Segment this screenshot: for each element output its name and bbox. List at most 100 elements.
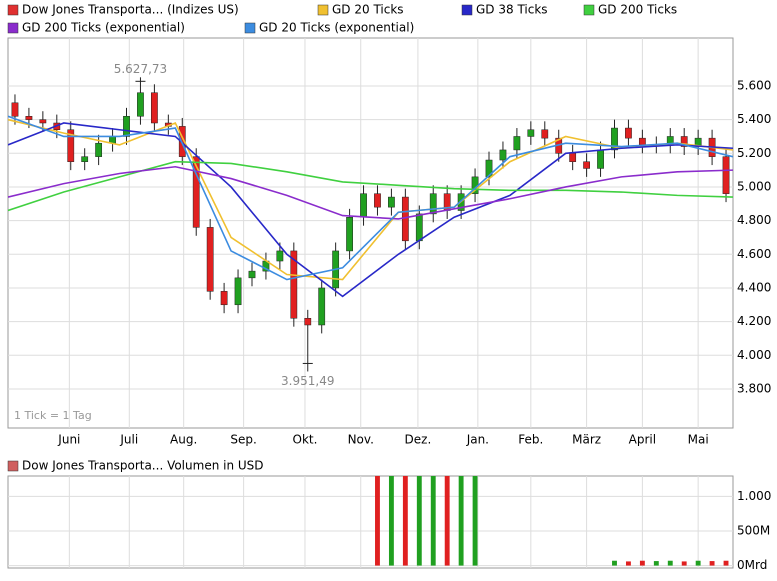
legend-label: GD 200 Ticks (598, 3, 677, 17)
volume-bar (430, 476, 436, 566)
x-tick-label: Juni (57, 433, 80, 447)
y-tick-label: 3.800 (737, 381, 771, 395)
candle-body (388, 196, 395, 208)
y-tick-label: 0Mrd (737, 558, 767, 572)
candle-body (137, 92, 144, 117)
candle-body (541, 129, 549, 139)
legend-label: GD 200 Ticks (exponential) (22, 21, 185, 35)
candle-body (527, 129, 535, 137)
candle-body (220, 291, 228, 306)
candle-body (429, 193, 437, 215)
y-tick-label: 4.200 (737, 314, 771, 328)
volume-bar (612, 560, 617, 566)
candle-body (25, 116, 33, 120)
volume-bar (723, 560, 729, 566)
volume-bar (402, 476, 408, 566)
x-tick-label: Feb. (518, 433, 543, 447)
candle-body (304, 318, 312, 326)
candle-body (206, 227, 214, 292)
candle-body (67, 129, 75, 162)
plot-area (375, 476, 729, 566)
legend-swatch (461, 4, 473, 16)
candle-body (680, 136, 688, 147)
y-tick-label: 500M (737, 523, 770, 537)
x-tick-label: März (572, 433, 601, 447)
x-tick-label: Sep. (230, 433, 256, 447)
moving-average-line (8, 115, 733, 281)
volume-bar (653, 561, 659, 566)
candle-body (81, 156, 89, 162)
candle-body (318, 287, 326, 326)
candle-body (485, 159, 493, 178)
candle-body (346, 217, 353, 252)
y-tick-label: 5.000 (737, 179, 771, 193)
plot-frame (7, 37, 734, 429)
legend-swatch (7, 22, 19, 34)
moving-average-line (8, 160, 733, 212)
annotation-label: 3.951,49 (281, 374, 334, 388)
candle-body (625, 127, 632, 139)
volume-bar (695, 560, 701, 566)
x-tick-label: Dez. (405, 433, 432, 447)
x-tick-label: Juli (119, 433, 138, 447)
candle-body (95, 142, 103, 157)
volume-bar (667, 560, 673, 566)
candle-body (499, 149, 507, 161)
candle-body (513, 136, 521, 151)
y-tick-label: 4.800 (737, 213, 771, 227)
x-tick-label: Okt. (293, 433, 318, 447)
legend-swatch (7, 4, 19, 16)
moving-average-line (8, 165, 733, 220)
legend-swatch (244, 22, 256, 34)
x-tick-label: Mai (688, 433, 709, 447)
volume-bar (444, 476, 450, 566)
y-tick-label: 5.600 (737, 78, 771, 92)
candle-body (401, 196, 409, 242)
x-tick-label: Jan. (466, 433, 489, 447)
volume-bar (472, 476, 478, 566)
x-tick-label: April (629, 433, 656, 447)
candle-body (569, 153, 577, 162)
plot-area (8, 81, 733, 364)
y-tick-label: 5.400 (737, 112, 771, 126)
y-tick-label: 4.400 (737, 280, 771, 294)
y-tick-label: 5.200 (737, 146, 771, 160)
volume-bar (639, 560, 645, 566)
candle-body (597, 149, 604, 169)
candle-body (360, 193, 367, 218)
legend-swatch (317, 4, 329, 16)
x-tick-label: Nov. (348, 433, 374, 447)
candle-body (11, 102, 19, 117)
y-tick-label: 1.000 (737, 489, 771, 503)
candle-body (123, 116, 130, 137)
volume-bar (681, 561, 687, 566)
legend-swatch (7, 460, 19, 472)
candle-body (722, 156, 730, 194)
note: 1 Tick = 1 Tag (14, 409, 92, 422)
y-tick-label: 4.600 (737, 247, 771, 261)
candle-body (192, 156, 200, 228)
candle-body (638, 137, 646, 146)
annotation-label: 5.627,73 (114, 62, 167, 76)
legend-label: Dow Jones Transporta... Volumen in USD (22, 459, 264, 473)
y-tick-label: 4.000 (737, 348, 771, 362)
volume-bar (709, 561, 715, 566)
x-tick-label: Aug. (170, 433, 197, 447)
candle-body (151, 92, 158, 124)
candle-body (415, 213, 423, 242)
volume-frame (7, 475, 734, 569)
volume-bar (458, 476, 464, 566)
legend-label: Dow Jones Transporta... (Indizes US) (22, 3, 239, 17)
volume-bar (416, 476, 422, 566)
candle-body (234, 277, 242, 306)
volume-bar (625, 561, 631, 566)
candle-body (276, 250, 284, 262)
legend-label: GD 38 Ticks (476, 3, 548, 17)
legend-label: GD 20 Ticks (332, 3, 404, 17)
volume-bar (375, 476, 380, 566)
volume-bar (388, 476, 394, 566)
candle-body (374, 193, 381, 208)
legend-label: GD 20 Ticks (exponential) (259, 21, 414, 35)
candle-body (248, 270, 256, 279)
